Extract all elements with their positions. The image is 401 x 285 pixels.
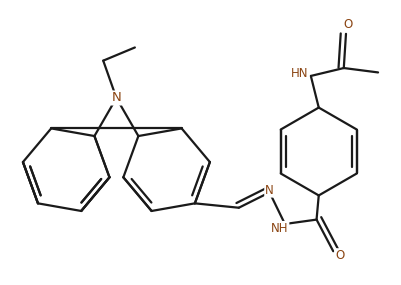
Text: NH: NH <box>271 222 288 235</box>
Text: O: O <box>344 19 353 31</box>
Text: HN: HN <box>291 67 309 80</box>
Text: N: N <box>111 91 121 105</box>
Text: N: N <box>265 184 274 197</box>
Text: O: O <box>335 249 344 262</box>
